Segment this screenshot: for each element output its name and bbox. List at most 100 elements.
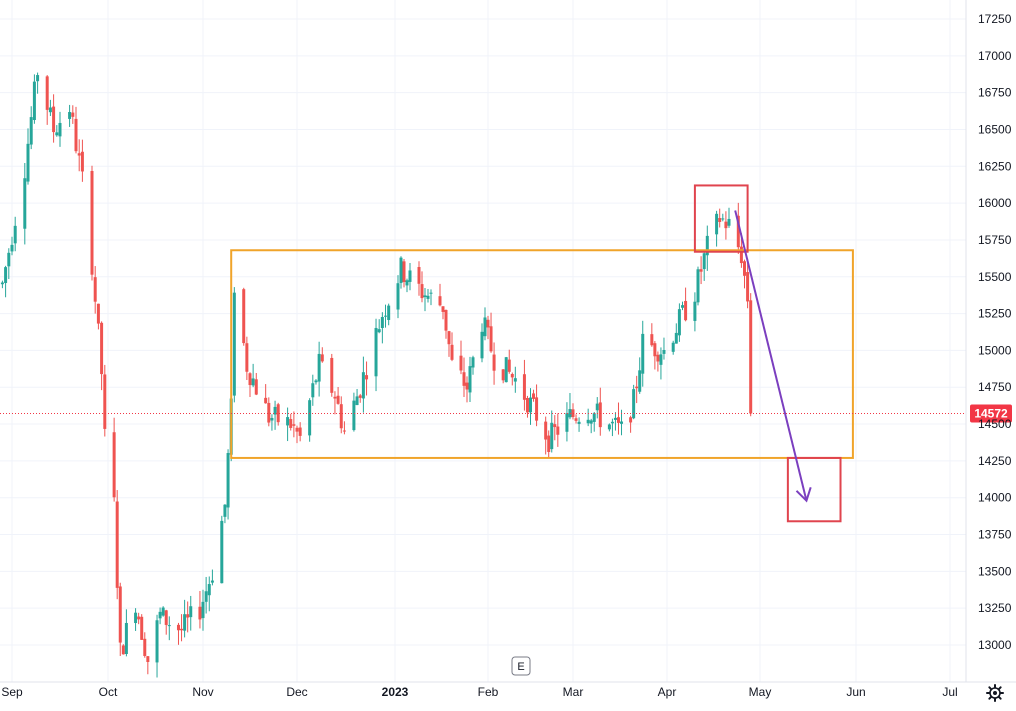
candle-body [656,354,660,362]
candle-body [577,421,581,424]
candle-body [380,317,384,328]
candle-body [620,421,624,424]
candle-body [0,282,4,285]
candle-body [292,424,296,426]
candle-body [26,143,30,182]
candle-body [696,269,700,303]
x-tick-label: Sep [1,685,23,699]
candle-body [143,638,147,656]
candle-body [13,225,17,244]
candle-body [426,295,430,299]
candle-body [727,218,731,226]
candle-body [58,122,62,137]
candle-body [501,369,505,381]
candle-body [444,309,448,331]
y-tick-label: 17250 [978,12,1012,26]
candle-body [186,614,190,618]
candle-body [568,409,572,418]
candle-body [112,432,116,498]
candle-body [267,402,271,423]
y-tick-label: 16000 [978,196,1012,210]
candle-body [684,300,688,321]
candle-body [298,427,302,436]
candle-body [176,624,180,631]
annotations-layer [230,184,854,523]
candle-body [522,374,526,400]
candle-body [77,153,81,156]
candle-body [574,418,578,421]
candle-body [115,501,119,588]
candle-body [7,252,11,267]
candle-body [180,628,184,631]
candle-body [270,417,274,421]
candle-body [671,342,675,352]
candle-body [616,417,620,423]
candle-body [118,586,122,643]
candle-body [308,400,312,436]
candle-body [330,357,334,393]
candle-body [613,417,617,420]
candle-body [29,117,33,145]
candle-body [702,253,706,270]
candle-body [158,611,162,619]
candle-body [544,421,548,440]
candle-body [164,610,168,625]
range-box [230,249,854,459]
candle-body [693,301,697,321]
candle-body [336,395,340,404]
candle-body [320,354,324,362]
candle-body [547,435,551,452]
candle-body [525,397,529,413]
candle-body [480,331,484,359]
y-tick-label: 15000 [978,343,1012,357]
candle-body [629,417,633,423]
candle-body [659,354,663,365]
candle-body [420,284,424,299]
candle-body [10,244,14,252]
candle-body [48,107,52,113]
candle-body [447,331,451,345]
candle-body [471,357,475,368]
price-axis[interactable]: 17250 17000 16750 16500 16250 16000 15750 15500… [978,12,1012,652]
candle-body [96,303,100,324]
candle-body [535,397,539,421]
candle-body [276,404,280,423]
candle-body [450,344,454,360]
candle-body [232,292,236,396]
candle-body [565,413,569,432]
candle-body [365,375,369,380]
candle-body [638,370,642,392]
candle-body [167,625,171,627]
y-tick-label: 17000 [978,49,1012,63]
y-tick-label: 13750 [978,528,1012,542]
candle-body [468,366,472,393]
candle-body [610,421,614,424]
candle-body [220,520,224,584]
candle-body [641,333,645,374]
x-tick-label: Jun [846,685,865,699]
candle-body [399,257,403,283]
y-tick-label: 14000 [978,491,1012,505]
candle-body [140,616,144,640]
candle-body [134,612,138,624]
candle-body [52,106,56,133]
last-price-line: 14572 [0,404,1012,423]
last-price-label: 14572 [974,406,1008,420]
candle-body [429,292,433,294]
candles-layer [0,72,753,678]
candle-body [462,372,466,386]
time-axis[interactable]: Sep Oct Nov Dec 2023 Feb Mar Apr May Jun Jul [1,684,1004,702]
candle-body [93,277,97,302]
candle-body [718,218,722,222]
y-tick-label: 15250 [978,307,1012,321]
candle-body [189,606,193,618]
candle-body [201,601,205,619]
y-tick-label: 16750 [978,86,1012,100]
candle-body [74,118,78,152]
gear-icon[interactable] [986,684,1004,702]
candle-body [736,215,740,248]
candle-body [553,424,557,428]
candle-body [632,389,636,419]
